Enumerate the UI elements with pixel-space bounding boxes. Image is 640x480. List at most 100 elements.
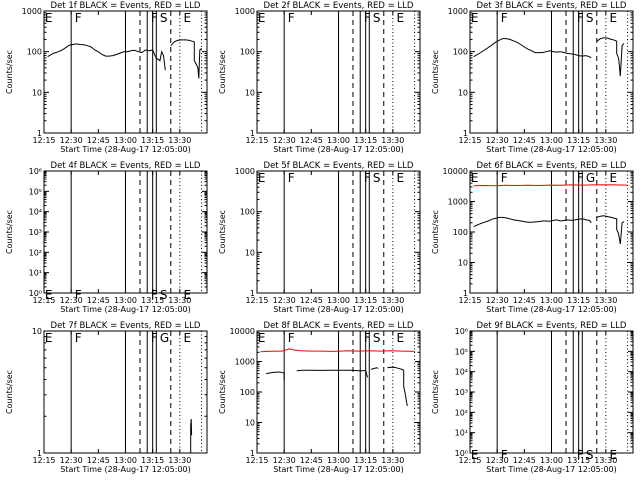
lld-series-line bbox=[260, 348, 415, 353]
event-marker-label: E bbox=[396, 11, 404, 25]
y-tick-label: 10 bbox=[32, 88, 42, 97]
y-tick-label: 10⁵ bbox=[29, 187, 42, 196]
panel-title: Det 4f BLACK = Events, RED = LLD bbox=[51, 161, 201, 171]
event-marker-label: E bbox=[258, 171, 266, 185]
event-marker-label: F bbox=[364, 171, 371, 185]
panel-title: Det 2f BLACK = Events, RED = LLD bbox=[264, 1, 414, 11]
x-axis-label: Start Time (28-Aug-17 12:05:00) bbox=[60, 145, 191, 154]
plot-area bbox=[283, 171, 416, 293]
y-axis-label: Counts/sec bbox=[431, 50, 440, 94]
panel-title: Det 9f BLACK = Events, RED = LLD bbox=[477, 321, 627, 331]
x-tick-label: 12:45 bbox=[87, 456, 110, 465]
y-tick-label: 10² bbox=[29, 248, 42, 257]
y-tick-label: 1000 bbox=[235, 358, 255, 367]
event-marker-label: F bbox=[288, 171, 295, 185]
x-tick-label: 12:30 bbox=[486, 296, 509, 305]
x-axis-label: Start Time (28-Aug-17 12:05:00) bbox=[60, 305, 191, 314]
event-marker-label: S bbox=[373, 331, 381, 345]
event-marker-label: E bbox=[183, 11, 191, 25]
event-marker-label: E bbox=[471, 171, 479, 185]
y-tick-label: 10⁴ bbox=[29, 208, 42, 217]
x-tick-label: 12:45 bbox=[87, 136, 110, 145]
x-axis-label: Start Time (28-Aug-17 12:05:00) bbox=[60, 465, 191, 474]
x-tick-label: 12:45 bbox=[300, 136, 323, 145]
x-tick-label: 13:00 bbox=[540, 296, 563, 305]
y-tick-label: 10⁶ bbox=[29, 167, 42, 176]
event-marker-label: F bbox=[75, 11, 82, 25]
x-tick-label: 13:15 bbox=[354, 456, 377, 465]
event-marker-label: E bbox=[471, 11, 479, 25]
x-tick-label: 12:30 bbox=[486, 136, 509, 145]
event-marker-label: S bbox=[373, 11, 381, 25]
x-tick-label: 12:30 bbox=[60, 296, 83, 305]
x-tick-label: 12:15 bbox=[32, 456, 55, 465]
x-tick-label: 13:15 bbox=[354, 296, 377, 305]
x-axis-label: Start Time (28-Aug-17 12:05:00) bbox=[273, 145, 404, 154]
y-tick-label: 100 bbox=[240, 48, 255, 57]
event-marker-label: F bbox=[151, 331, 158, 345]
event-marker-label: E bbox=[609, 171, 617, 185]
y-tick-label: 1000 bbox=[235, 7, 255, 16]
y-tick-label: 10⁵ bbox=[455, 347, 468, 356]
x-tick-label: 13:15 bbox=[354, 136, 377, 145]
event-marker-label: F bbox=[151, 11, 158, 25]
x-tick-label: 12:45 bbox=[87, 296, 110, 305]
plot-area bbox=[70, 331, 203, 453]
panel-title: Det 8f BLACK = Events, RED = LLD bbox=[264, 321, 414, 331]
plot-area bbox=[473, 171, 629, 293]
y-tick-label: 10 bbox=[245, 88, 255, 97]
y-tick-label: 100 bbox=[453, 228, 468, 237]
y-tick-label: 10000 bbox=[230, 327, 255, 336]
event-marker-label: G bbox=[586, 171, 595, 185]
x-tick-label: 13:30 bbox=[594, 456, 617, 465]
x-tick-label: 13:00 bbox=[114, 296, 137, 305]
y-tick-label: 10 bbox=[245, 419, 255, 428]
x-tick-label: 12:15 bbox=[245, 456, 268, 465]
x-tick-label: 12:15 bbox=[458, 456, 481, 465]
event-marker-label: S bbox=[160, 11, 168, 25]
event-marker-label: F bbox=[75, 288, 82, 302]
y-tick-label: 10 bbox=[458, 88, 468, 97]
events-series-line bbox=[170, 39, 202, 79]
events-series-line bbox=[266, 371, 285, 380]
x-tick-label: 12:15 bbox=[245, 136, 268, 145]
event-marker-label: E bbox=[183, 288, 191, 302]
plot-area bbox=[496, 331, 629, 453]
y-axis-label: Counts/sec bbox=[431, 210, 440, 254]
event-marker-label: E bbox=[609, 11, 617, 25]
x-tick-label: 13:15 bbox=[567, 136, 590, 145]
y-tick-label: 10 bbox=[458, 259, 468, 268]
x-tick-label: 13:15 bbox=[141, 136, 164, 145]
events-series-line bbox=[296, 369, 368, 378]
panel-title: Det 7f BLACK = Events, RED = LLD bbox=[51, 321, 201, 331]
event-marker-label: F bbox=[75, 331, 82, 345]
x-tick-label: 13:30 bbox=[594, 136, 617, 145]
x-tick-label: 13:15 bbox=[141, 296, 164, 305]
panel-title: Det 5f BLACK = Events, RED = LLD bbox=[264, 161, 414, 171]
panel-title: Det 1f BLACK = Events, RED = LLD bbox=[51, 1, 201, 11]
x-tick-label: 12:15 bbox=[32, 136, 55, 145]
y-tick-label: 10⁰ bbox=[29, 289, 42, 298]
event-marker-label: E bbox=[396, 331, 404, 345]
y-tick-label: 1 bbox=[463, 129, 468, 138]
y-tick-label: 10² bbox=[455, 408, 468, 417]
y-axis-label: Counts/sec bbox=[431, 370, 440, 414]
x-tick-label: 12:45 bbox=[513, 296, 536, 305]
x-tick-label: 13:00 bbox=[327, 456, 350, 465]
event-marker-label: F bbox=[288, 11, 295, 25]
y-axis-label: Counts/sec bbox=[5, 50, 14, 94]
plot-area bbox=[260, 331, 416, 453]
panel-title: Det 3f BLACK = Events, RED = LLD bbox=[477, 1, 627, 11]
y-tick-label: 10000 bbox=[443, 167, 468, 176]
x-tick-label: 13:00 bbox=[540, 456, 563, 465]
x-tick-label: 12:15 bbox=[245, 296, 268, 305]
x-tick-label: 13:30 bbox=[168, 296, 191, 305]
x-axis-label: Start Time (28-Aug-17 12:05:00) bbox=[273, 305, 404, 314]
y-tick-label: 10 bbox=[245, 248, 255, 257]
y-tick-label: 10¹ bbox=[29, 269, 42, 278]
